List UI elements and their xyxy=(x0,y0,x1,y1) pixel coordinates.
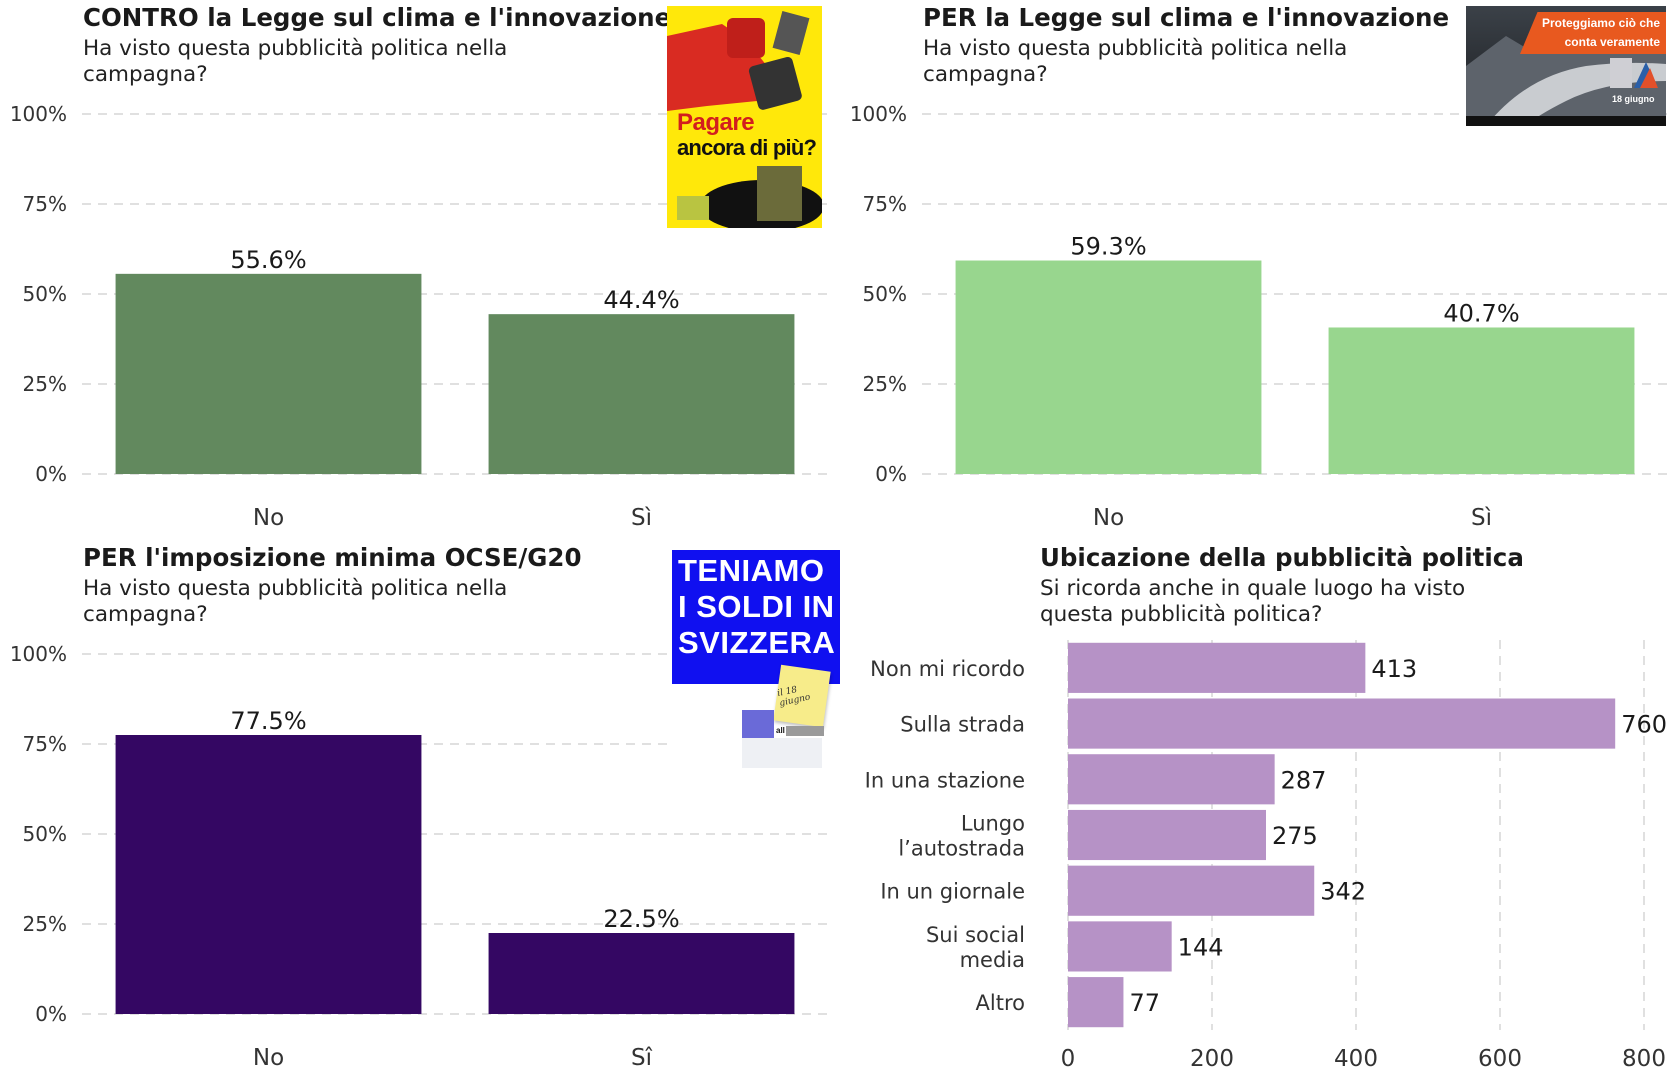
poster-per-ocse-line1: TENIAMO xyxy=(678,553,825,588)
x-tick-label: 400 xyxy=(1334,1046,1378,1072)
bar xyxy=(488,314,795,474)
y-tick-label: 75% xyxy=(23,192,67,216)
chart-subtitle: Ha visto questa pubblicità politica nell… xyxy=(83,576,508,627)
y-tick-label: 50% xyxy=(863,282,907,306)
y-tick-label: 100% xyxy=(10,642,67,666)
y-tick-label: media xyxy=(960,948,1025,972)
data-label: 40.7% xyxy=(1443,299,1519,327)
bar xyxy=(115,273,422,474)
poster-per-ocse-line2: I SOLDI IN xyxy=(678,589,835,624)
bar-chart-per-clima: 0% 25% 50% 75% 100% 59.3% No 40.7% Sì xyxy=(850,102,1668,531)
poster-per-ocse-photo xyxy=(742,710,774,738)
data-label: 77 xyxy=(1129,989,1160,1017)
x-tick-label: Sî xyxy=(631,1045,653,1071)
x-tick-label: No xyxy=(1093,505,1124,531)
data-label: 59.3% xyxy=(1070,233,1146,261)
bar xyxy=(115,735,422,1014)
chart-subtitle: Ha visto questa pubblicità politica nell… xyxy=(83,36,508,87)
data-label: 44.4% xyxy=(603,286,679,314)
chart-subtitle: Ha visto questa pubblicità politica nell… xyxy=(923,36,1348,87)
bar xyxy=(1068,977,1124,1028)
y-tick-label: 25% xyxy=(23,372,67,396)
y-tick-label: Lungo xyxy=(961,812,1025,836)
chart-title: CONTRO la Legge sul clima e l'innovazion… xyxy=(83,3,672,32)
poster-contro-line2: ancora di più? xyxy=(677,135,817,160)
poster-per-clima-banner xyxy=(1520,12,1666,54)
poster-per-clima-date: 18 giugno xyxy=(1612,94,1655,104)
data-label: 22.5% xyxy=(603,905,679,933)
y-tick-label: 0% xyxy=(875,462,907,486)
bar-chart-per-ocse: 0% 25% 50% 75% 100% 77.5% No 22.5% Sî xyxy=(10,642,828,1071)
data-label: 77.5% xyxy=(230,707,306,735)
y-tick-label: 25% xyxy=(863,372,907,396)
bar xyxy=(1068,865,1315,916)
y-tick-label: 0% xyxy=(35,1002,67,1026)
bar xyxy=(1328,327,1635,474)
fist-wallet-icon xyxy=(667,6,822,228)
x-tick-label: Sì xyxy=(631,505,652,531)
y-tick-label: 100% xyxy=(850,102,907,126)
data-label: 55.6% xyxy=(230,246,306,274)
data-label: 144 xyxy=(1178,933,1224,961)
poster-per-ocse-small-text: all xyxy=(776,726,785,735)
y-tick-label: 75% xyxy=(863,192,907,216)
data-label: 413 xyxy=(1371,655,1417,683)
data-label: 342 xyxy=(1320,878,1366,906)
data-label: 287 xyxy=(1281,766,1327,794)
y-tick-label: 25% xyxy=(23,912,67,936)
chart-title: PER la Legge sul clima e l'innovazione xyxy=(923,3,1450,32)
poster-per-ocse-image: TENIAMO I SOLDI IN SVIZZERA il 18 giugno… xyxy=(672,550,840,778)
poster-per-clima-line2: conta veramente xyxy=(1564,35,1660,49)
data-label: 760 xyxy=(1621,711,1667,739)
y-tick-label: Sui social xyxy=(926,923,1025,947)
bar-chart-contro: 0% 25% 50% 75% 100% 55.6% No 44.4% Sì xyxy=(10,102,828,531)
poster-per-clima-line1: Proteggiamo ciò che xyxy=(1541,16,1660,30)
x-tick-label: No xyxy=(253,1045,284,1071)
bar xyxy=(488,933,795,1014)
y-tick-label: 75% xyxy=(23,732,67,756)
chart-title: PER l'imposizione minima OCSE/G20 xyxy=(83,543,582,572)
x-tick-label: 0 xyxy=(1061,1046,1076,1072)
poster-per-ocse-bar xyxy=(786,726,824,736)
poster-contro-image: Pagare ancora di più? xyxy=(667,6,822,228)
poster-contro-line1: Pagare xyxy=(677,109,755,136)
x-tick-label: 600 xyxy=(1478,1046,1522,1072)
y-tick-label: Altro xyxy=(976,991,1025,1015)
data-label: 275 xyxy=(1272,822,1318,850)
chart-subtitle: Si ricorda anche in quale luogo ha visto… xyxy=(1040,576,1466,627)
y-tick-label: 50% xyxy=(23,282,67,306)
bar xyxy=(1068,642,1366,693)
bar xyxy=(1068,809,1266,861)
x-tick-label: No xyxy=(253,505,284,531)
hbar-chart-ubicazione: 0 200 400 600 800 413 Non mi ricordo 760 Sulla s… xyxy=(865,640,1667,1072)
bar xyxy=(1068,921,1172,972)
y-tick-label: In una stazione xyxy=(865,768,1025,792)
y-tick-label: l’autostrada xyxy=(898,837,1025,861)
y-tick-label: 100% xyxy=(10,102,67,126)
y-tick-label: Non mi ricordo xyxy=(870,657,1025,681)
bar xyxy=(955,260,1262,474)
poster-per-ocse-line3: SVIZZERA xyxy=(678,625,836,660)
bar xyxy=(1068,754,1275,805)
bar xyxy=(1068,698,1616,749)
x-tick-label: 200 xyxy=(1190,1046,1234,1072)
x-tick-label: Sì xyxy=(1471,505,1492,531)
chart-title: Ubicazione della pubblicità politica xyxy=(1040,543,1524,572)
poster-per-ocse-photo-faded xyxy=(742,738,822,768)
x-tick-label: 800 xyxy=(1622,1046,1666,1072)
poster-per-clima-image: Proteggiamo ciò che conta veramente 18 g… xyxy=(1466,6,1666,126)
y-tick-label: 0% xyxy=(35,462,67,486)
poster-per-ocse-blue-box xyxy=(672,550,840,684)
y-tick-label: Sulla strada xyxy=(900,713,1025,737)
y-tick-label: In un giornale xyxy=(880,880,1025,904)
y-tick-label: 50% xyxy=(23,822,67,846)
